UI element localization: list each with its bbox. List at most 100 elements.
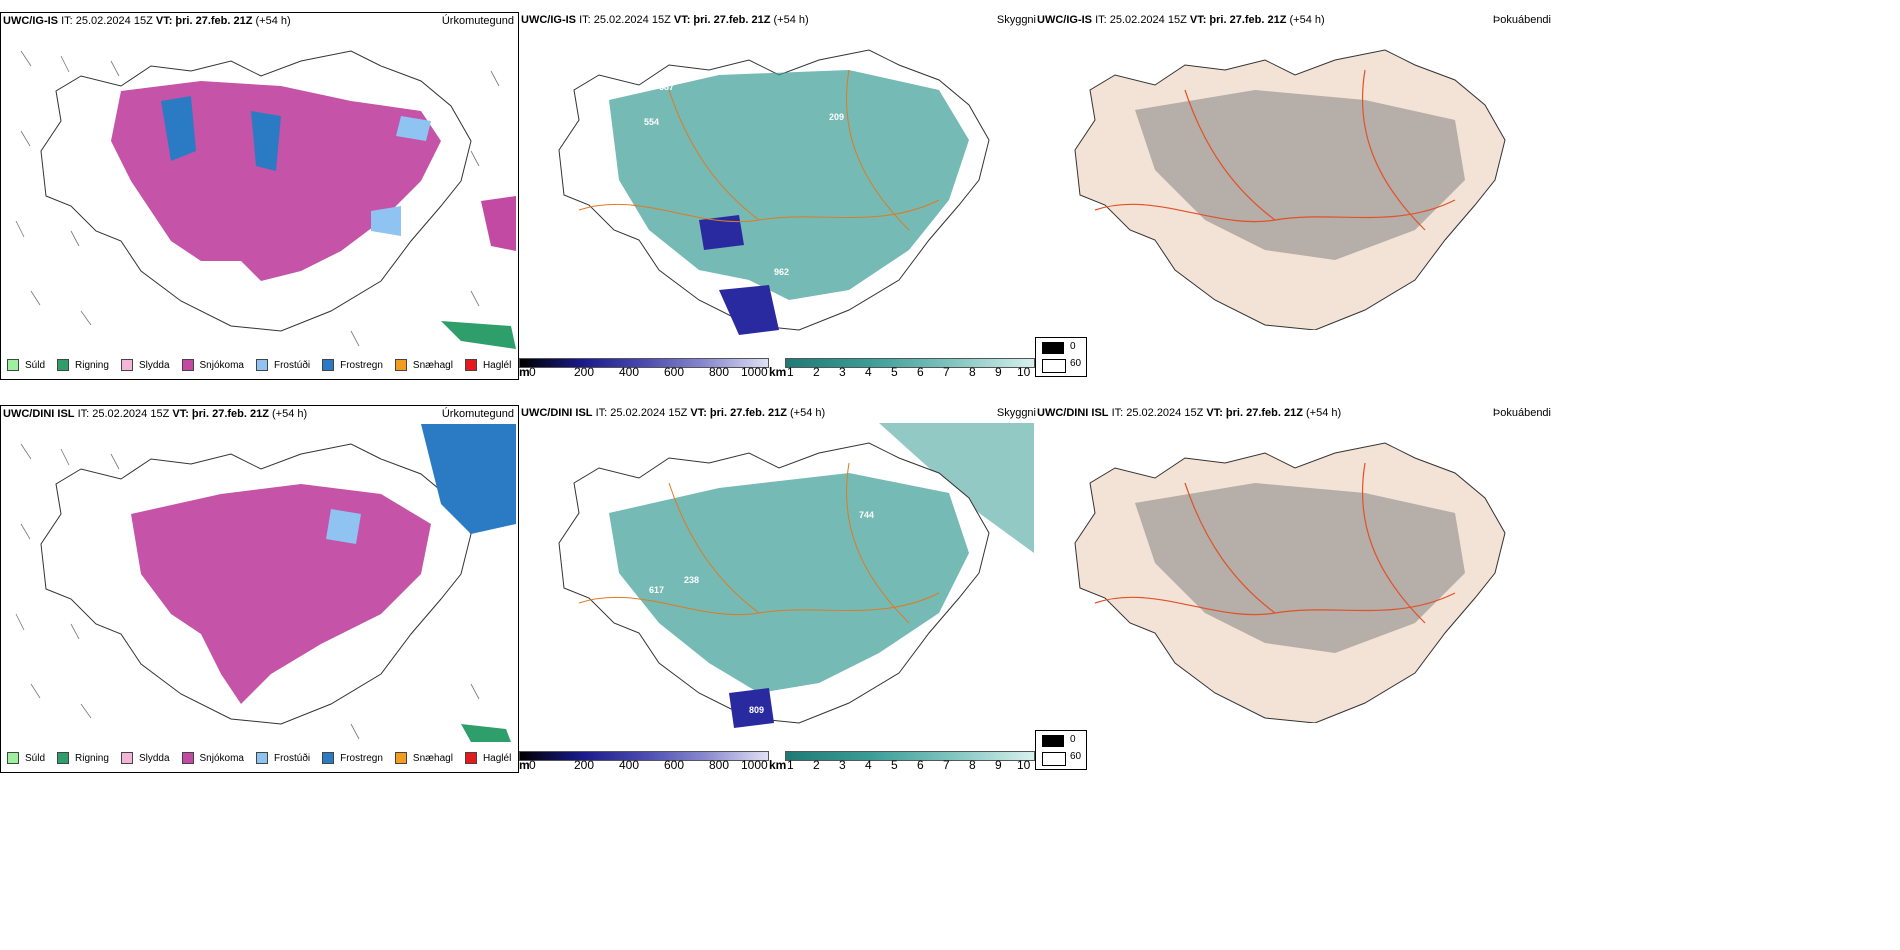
precip-map	[15, 424, 516, 742]
visibility-scale	[785, 358, 1035, 368]
wind-barbs	[15, 50, 500, 347]
vis-tick: 4	[865, 365, 872, 379]
panel-header: UWC/IG-IS IT: 25.02.2024 15Z VT: þri. 27…	[1037, 14, 1325, 26]
vis-tick: 3	[839, 365, 846, 379]
ceiling-field	[699, 215, 779, 335]
roads	[578, 462, 940, 624]
ceiling-tick: 600	[664, 758, 685, 772]
panel-title: Úrkomutegund	[441, 15, 514, 27]
legend-swatch	[464, 359, 477, 371]
visibility-scale	[785, 751, 1035, 761]
legend-item: Frostregn	[322, 359, 383, 371]
legend-item: Snjókoma	[181, 359, 244, 371]
freezing-rain-area	[161, 96, 281, 171]
legend-swatch	[57, 752, 70, 764]
freezing-rain-area	[421, 424, 516, 534]
ceiling-tick: 800	[709, 758, 730, 772]
fog-map	[1074, 442, 1506, 723]
vis-tick: 2	[813, 365, 820, 379]
legend-swatch	[394, 752, 407, 764]
legend-item: Súld	[7, 752, 45, 764]
vis-tick: 5	[891, 365, 898, 379]
rain-area	[461, 724, 511, 742]
legend-swatch	[322, 359, 335, 371]
legend-swatch	[181, 359, 194, 371]
ceiling-tick: 1000	[741, 758, 768, 772]
vis-tick: 8	[969, 365, 976, 379]
legend-swatch	[120, 359, 133, 371]
vis-tick: 7	[943, 365, 950, 379]
ceiling-tick: 600	[664, 365, 685, 379]
vis-tick: 3	[839, 758, 846, 772]
vis-tick: 10	[1017, 365, 1031, 379]
ceiling-label-sample: 809	[749, 705, 764, 715]
legend-swatch	[181, 752, 194, 764]
panel-header: UWC/DINI ISL IT: 25.02.2024 15Z VT: þri.…	[3, 408, 308, 420]
legend-item: Snæhagl	[394, 752, 453, 764]
vis-tick: 1	[787, 365, 794, 379]
legend-swatch	[255, 752, 268, 764]
vis-tick: 5	[891, 758, 898, 772]
legend-item: Haglél	[464, 359, 511, 371]
legend-item: Slydda	[120, 359, 170, 371]
legend-swatch	[394, 359, 407, 371]
legend-item: Slydda	[120, 752, 170, 764]
vis-tick: 10	[1017, 758, 1031, 772]
fog-panel-row1: UWC/IG-IS IT: 25.02.2024 15Z VT: þri. 27…	[1035, 12, 1555, 334]
vis-tick: 4	[865, 758, 872, 772]
panel-header: UWC/DINI ISL IT: 25.02.2024 15Z VT: þri.…	[521, 407, 826, 419]
legend-swatch	[57, 359, 70, 371]
freezing-drizzle-area	[371, 116, 431, 236]
legend-swatch	[464, 752, 477, 764]
visibility-field	[609, 70, 969, 300]
roads	[1094, 69, 1456, 231]
cloud-panel-row1: UWC/IG-IS IT: 25.02.2024 15Z VT: þri. 27…	[519, 12, 1036, 379]
legend-swatch	[7, 359, 19, 371]
cloud-panel-row2: UWC/DINI ISL IT: 25.02.2024 15Z VT: þri.…	[519, 405, 1036, 772]
ceiling-label-sample: 744	[859, 510, 874, 520]
ceiling-tick: 200	[574, 758, 595, 772]
legend-swatch	[120, 752, 133, 764]
roads	[1094, 462, 1456, 624]
ceiling-tick: 400	[619, 758, 640, 772]
legend-item: Rigning	[57, 359, 109, 371]
panel-header: UWC/IG-IS IT: 25.02.2024 15Z VT: þri. 27…	[521, 14, 809, 26]
ceiling-label-sample: 554	[644, 117, 659, 127]
wind-barbs	[15, 443, 480, 740]
ceiling-tick: 800	[709, 365, 730, 379]
ceiling-label-sample: 962	[774, 267, 789, 277]
roads	[578, 69, 940, 231]
fog-map	[1074, 49, 1506, 330]
vis-tick: 9	[995, 758, 1002, 772]
panel-header: UWC/IG-IS IT: 25.02.2024 15Z VT: þri. 27…	[3, 15, 291, 27]
cloud-map: 617 238 744 809	[558, 423, 1034, 728]
fog-legend-row2: 0 60	[1035, 730, 1087, 770]
precip-map	[15, 50, 516, 349]
vis-tick: 8	[969, 758, 976, 772]
panel-title: Skyggni	[996, 407, 1036, 419]
precip-legend: Súld Rigning Slydda Snjókoma Frostúði Fr…	[7, 359, 523, 371]
legend-item: Súld	[7, 359, 45, 371]
legend-item: Snæhagl	[394, 359, 453, 371]
freezing-drizzle-area	[326, 509, 361, 544]
legend-item: Frostúði	[255, 359, 310, 371]
legend-item: Frostúði	[255, 752, 310, 764]
ceiling-scale	[519, 751, 769, 761]
ceiling-tick: 200	[574, 365, 595, 379]
visibility-field	[609, 473, 969, 693]
ceiling-label-sample: 209	[829, 112, 844, 122]
fog-panel-row2: UWC/DINI ISL IT: 25.02.2024 15Z VT: þri.…	[1035, 405, 1555, 727]
ceiling-label-sample: 617	[649, 585, 664, 595]
ceiling-label-sample: 587	[659, 82, 674, 92]
ceiling-tick: 0	[529, 758, 536, 772]
ceiling-unit: m	[519, 758, 530, 772]
ceiling-field	[729, 688, 774, 728]
legend-item: Rigning	[57, 752, 109, 764]
legend-item: Frostregn	[322, 752, 383, 764]
visibility-unit: km	[769, 758, 787, 772]
vis-tick: 7	[943, 758, 950, 772]
legend-swatch	[322, 752, 335, 764]
legend-swatch	[7, 752, 19, 764]
legend-item: Snjókoma	[181, 752, 244, 764]
panel-title: Þokuábendi	[1492, 14, 1551, 26]
